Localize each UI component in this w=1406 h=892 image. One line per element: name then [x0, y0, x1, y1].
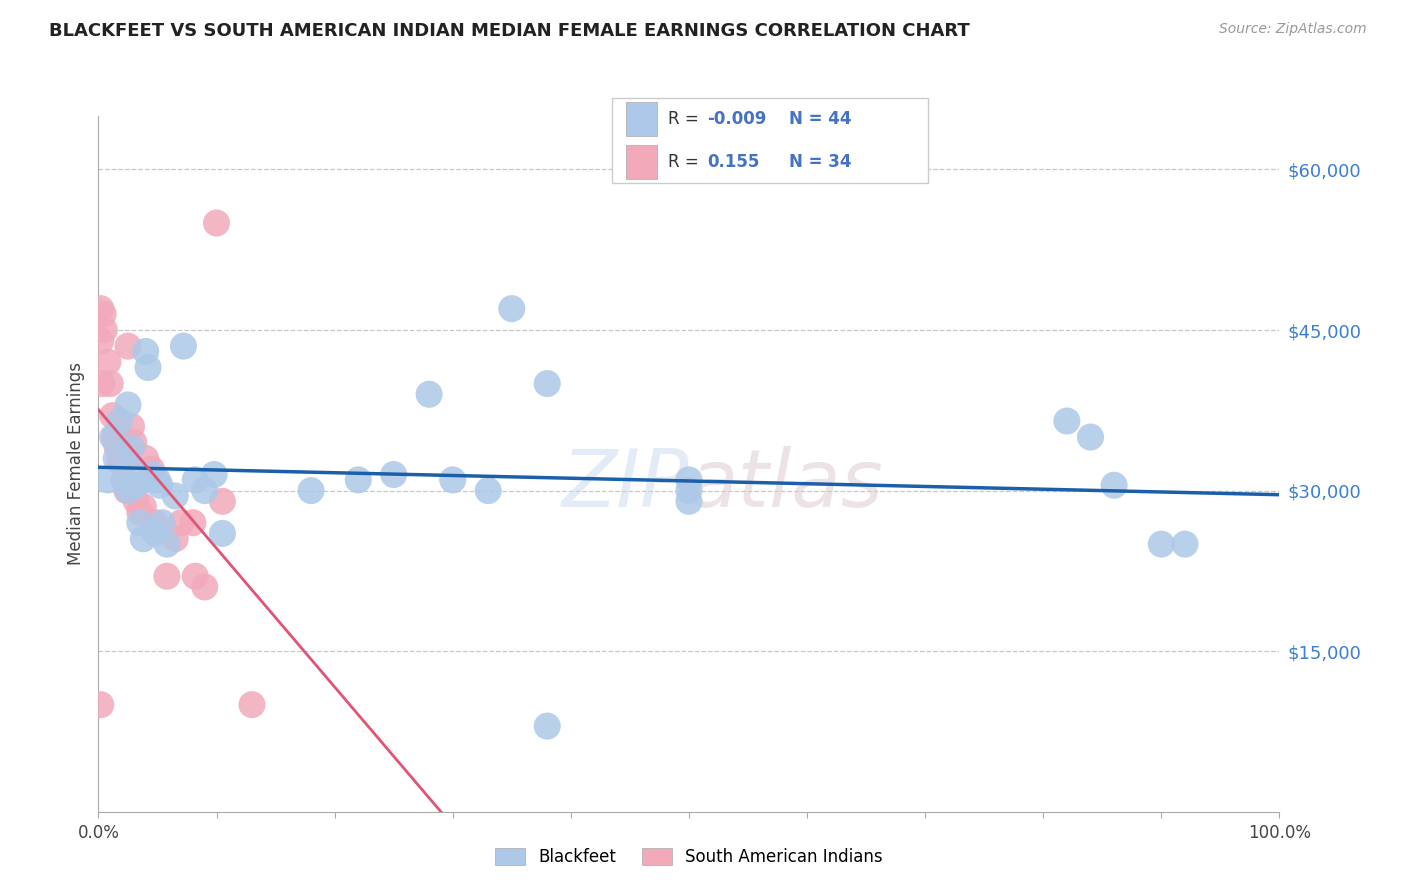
Point — [211, 526, 233, 541]
Point — [1080, 430, 1102, 444]
Point — [678, 473, 700, 487]
Point — [240, 698, 263, 712]
Point — [104, 430, 127, 444]
Text: N = 34: N = 34 — [789, 153, 851, 170]
Point — [128, 505, 150, 519]
Point — [536, 719, 558, 733]
Point — [125, 494, 148, 508]
Point — [93, 323, 115, 337]
Point — [194, 483, 217, 498]
Point — [132, 532, 155, 546]
Point — [501, 301, 523, 316]
Point — [441, 473, 464, 487]
Text: BLACKFEET VS SOUTH AMERICAN INDIAN MEDIAN FEMALE EARNINGS CORRELATION CHART: BLACKFEET VS SOUTH AMERICAN INDIAN MEDIA… — [49, 22, 970, 40]
Text: atlas: atlas — [689, 446, 884, 524]
Point — [172, 339, 194, 353]
Point — [477, 483, 499, 498]
Point — [117, 483, 139, 498]
Point — [143, 526, 166, 541]
Point — [205, 216, 228, 230]
Text: ZIP: ZIP — [561, 446, 689, 524]
Point — [90, 698, 112, 712]
Point — [105, 451, 128, 466]
Point — [105, 441, 128, 455]
Point — [202, 467, 225, 482]
Point — [112, 473, 135, 487]
Point — [142, 467, 165, 482]
Point — [115, 483, 138, 498]
Point — [165, 489, 187, 503]
Text: 0.155: 0.155 — [707, 153, 759, 170]
Point — [108, 451, 131, 466]
Point — [184, 569, 207, 583]
Point — [117, 398, 139, 412]
Point — [128, 516, 150, 530]
Point — [678, 483, 700, 498]
Point — [122, 435, 145, 450]
Legend: Blackfeet, South American Indians: Blackfeet, South American Indians — [489, 841, 889, 873]
Point — [156, 537, 179, 551]
Point — [143, 516, 166, 530]
Point — [135, 344, 157, 359]
Point — [382, 467, 405, 482]
Point — [347, 473, 370, 487]
Point — [150, 516, 173, 530]
Point — [211, 494, 233, 508]
Text: Source: ZipAtlas.com: Source: ZipAtlas.com — [1219, 22, 1367, 37]
Point — [108, 414, 131, 428]
Point — [165, 532, 187, 546]
Text: N = 44: N = 44 — [789, 111, 851, 128]
Point — [97, 355, 120, 369]
Point — [536, 376, 558, 391]
Point — [1174, 537, 1197, 551]
Text: R =: R = — [668, 153, 704, 170]
Point — [132, 500, 155, 514]
Point — [97, 473, 120, 487]
Point — [101, 409, 124, 423]
Point — [194, 580, 217, 594]
Point — [170, 516, 193, 530]
Y-axis label: Median Female Earnings: Median Female Earnings — [66, 362, 84, 566]
Point — [90, 334, 112, 348]
Point — [91, 307, 114, 321]
Point — [146, 473, 169, 487]
Point — [1102, 478, 1125, 492]
Point — [149, 478, 172, 492]
Point — [1056, 414, 1078, 428]
Point — [135, 451, 157, 466]
Point — [181, 516, 204, 530]
Text: -0.009: -0.009 — [707, 111, 766, 128]
Text: R =: R = — [668, 111, 704, 128]
Point — [90, 301, 112, 316]
Point — [156, 569, 179, 583]
Point — [98, 376, 121, 391]
Point — [1150, 537, 1173, 551]
Point — [101, 430, 124, 444]
Point — [136, 360, 159, 375]
Point — [112, 473, 135, 487]
Point — [184, 473, 207, 487]
Point — [105, 435, 128, 450]
Point — [117, 339, 139, 353]
Point — [125, 478, 148, 492]
Point — [678, 494, 700, 508]
Point — [139, 473, 162, 487]
Point — [91, 376, 114, 391]
Point — [141, 462, 163, 476]
Point — [121, 441, 143, 455]
Point — [111, 457, 134, 471]
Point — [121, 419, 143, 434]
Point — [299, 483, 322, 498]
Point — [122, 462, 145, 476]
Point — [418, 387, 440, 401]
